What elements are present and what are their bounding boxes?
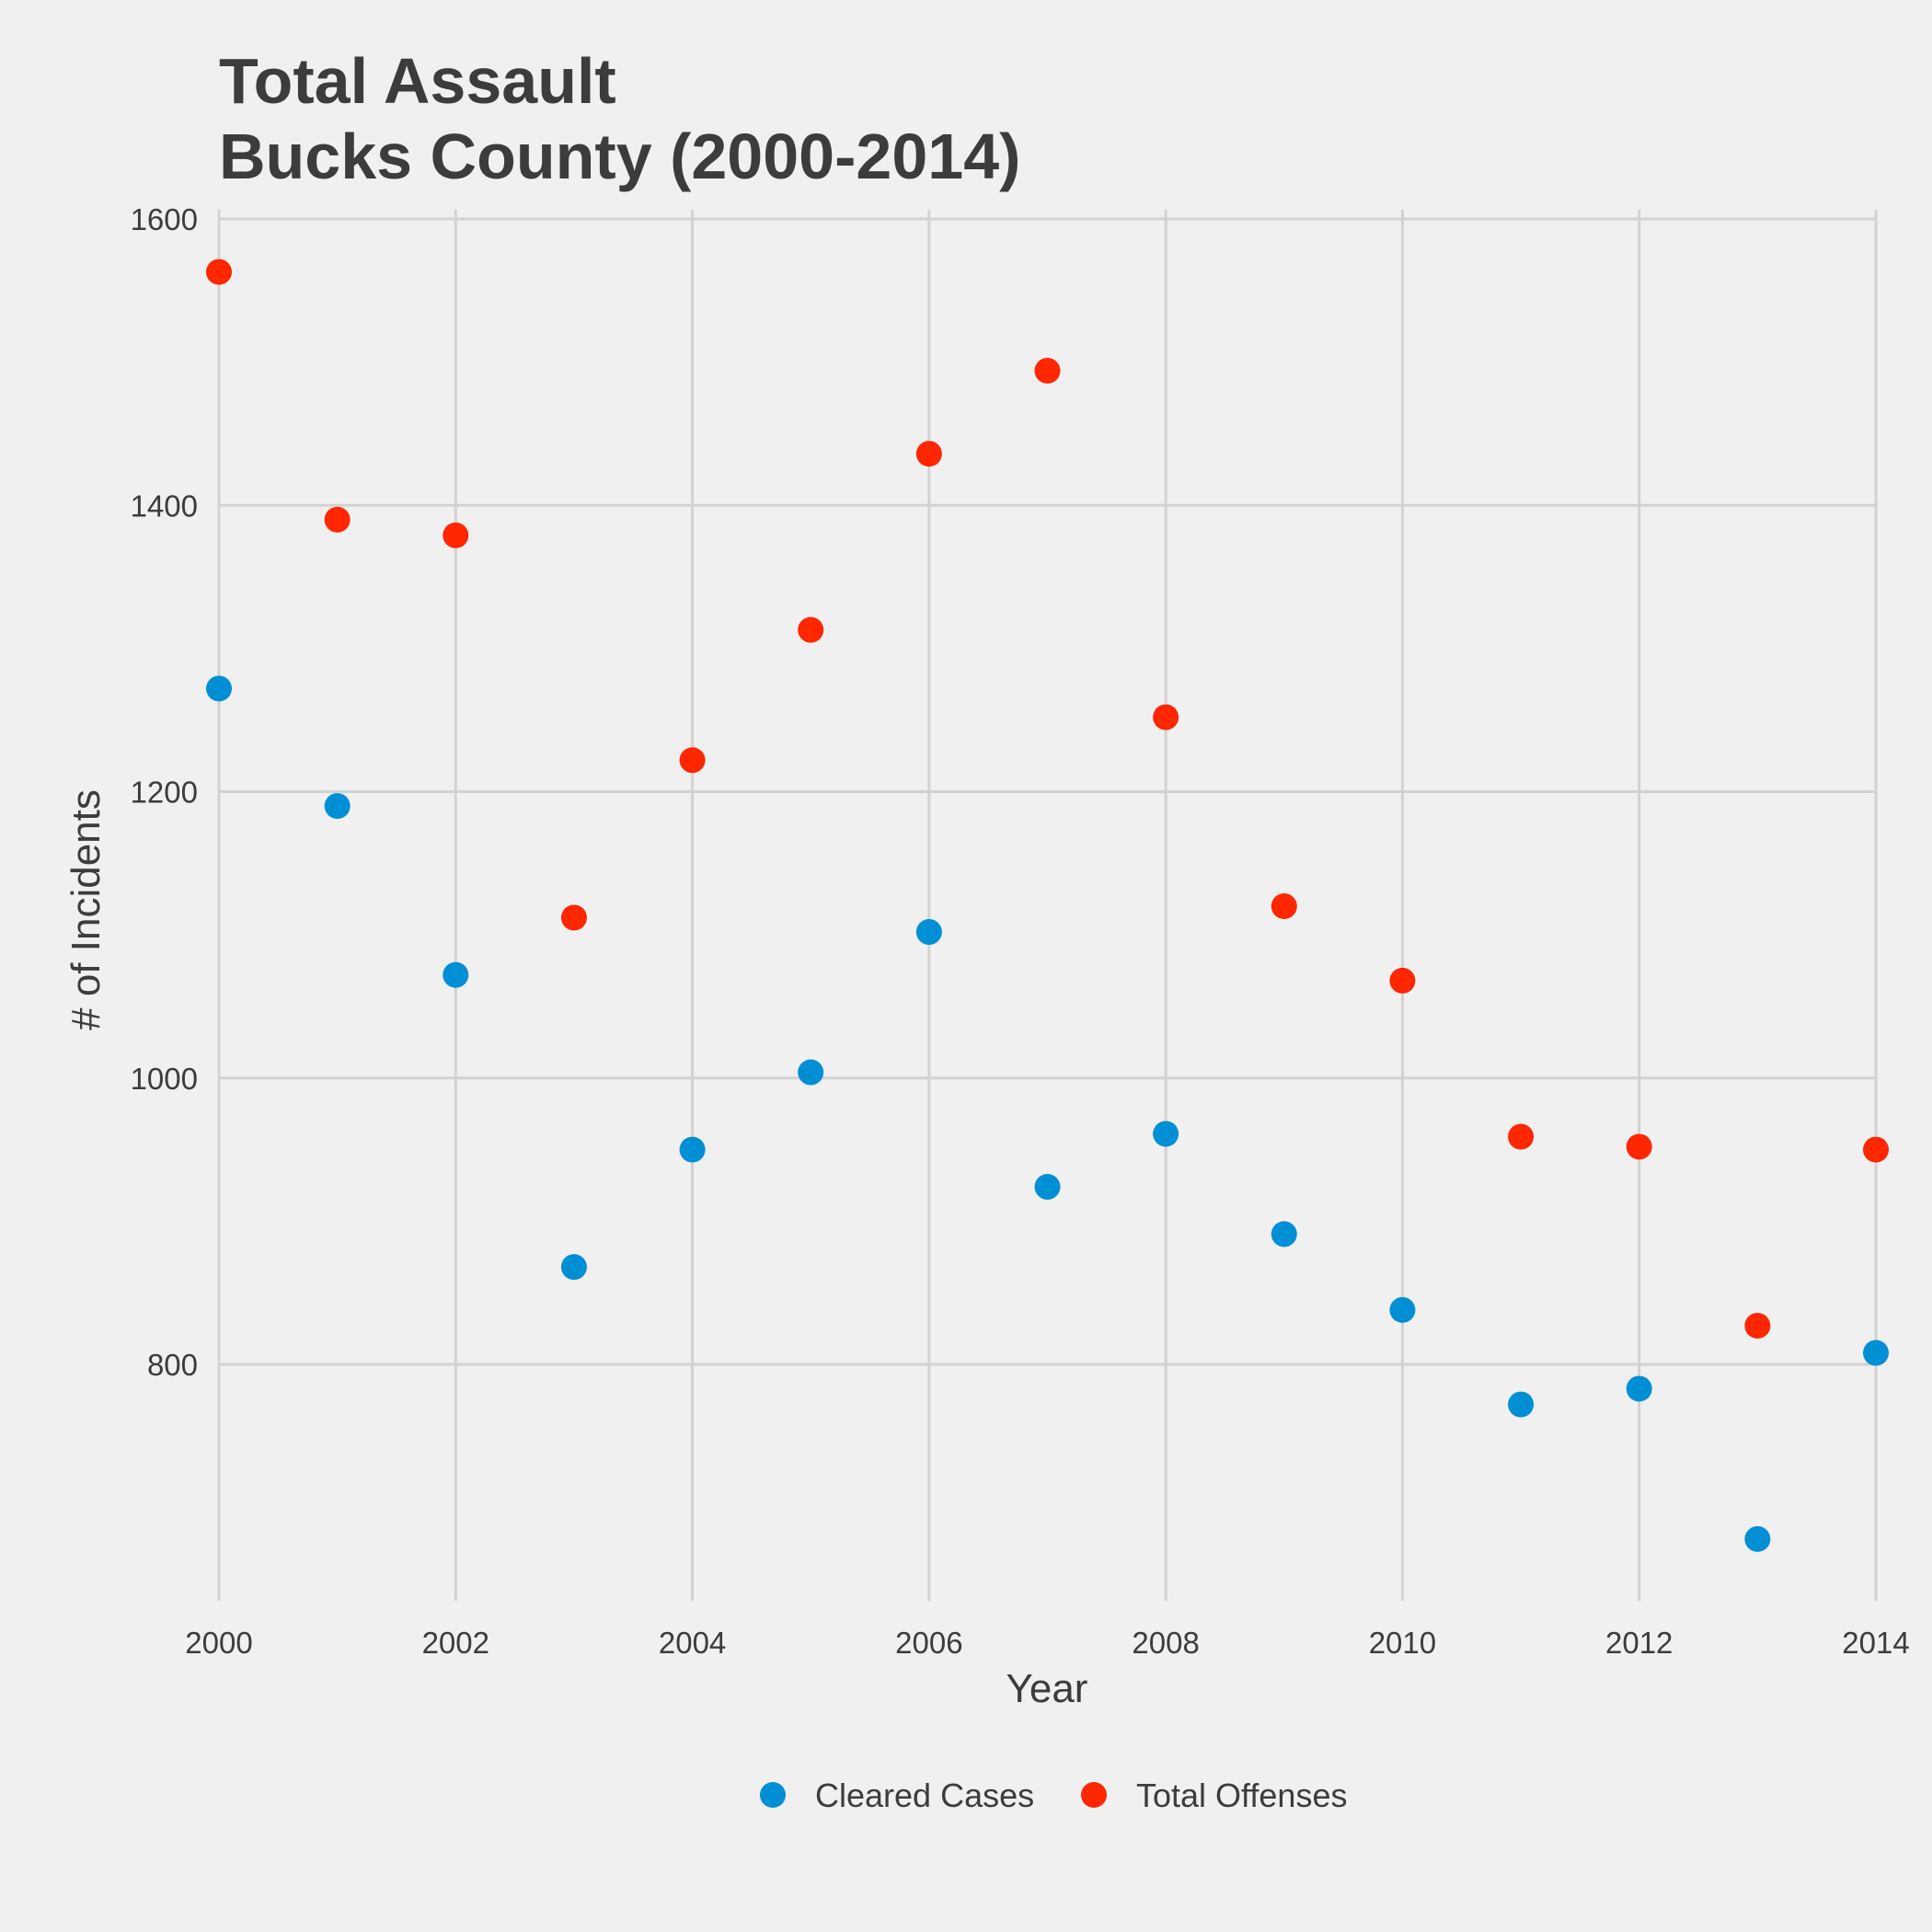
point-total-offenses-2009 xyxy=(1271,893,1297,919)
point-total-offenses-2000 xyxy=(206,259,232,285)
point-cleared-cases-2010 xyxy=(1389,1296,1416,1323)
point-cleared-cases-2012 xyxy=(1626,1375,1652,1402)
y-gridlines xyxy=(219,217,1876,1366)
y-tick-label-1600: 1600 xyxy=(131,202,198,236)
point-total-offenses-2008 xyxy=(1153,704,1179,730)
point-total-offenses-2010 xyxy=(1389,967,1416,994)
point-cleared-cases-2003 xyxy=(560,1254,587,1281)
y-tick-label-1400: 1400 xyxy=(131,489,198,523)
x-tick-label-2010: 2010 xyxy=(1369,1626,1436,1660)
point-cleared-cases-2005 xyxy=(798,1059,824,1086)
chart-title: Total Assault xyxy=(219,45,616,117)
point-total-offenses-2006 xyxy=(915,441,942,467)
point-total-offenses-2014 xyxy=(1863,1136,1889,1163)
point-total-offenses-2002 xyxy=(443,522,469,548)
y-tick-label-800: 800 xyxy=(147,1348,198,1382)
point-total-offenses-2012 xyxy=(1626,1133,1652,1160)
point-total-offenses-2007 xyxy=(1034,357,1061,384)
y-tick-label-1200: 1200 xyxy=(131,776,198,810)
legend: Cleared Cases Total Offenses xyxy=(760,1777,1347,1814)
y-axis-label: # of Incidents xyxy=(63,789,109,1030)
x-tick-label-2008: 2008 xyxy=(1132,1626,1199,1660)
point-total-offenses-2003 xyxy=(560,904,587,931)
legend-label-total-offenses: Total Offenses xyxy=(1136,1777,1347,1814)
point-total-offenses-2001 xyxy=(324,506,351,533)
point-cleared-cases-2009 xyxy=(1271,1221,1297,1248)
x-tick-label-2004: 2004 xyxy=(659,1626,726,1660)
x-tick-label-2012: 2012 xyxy=(1605,1626,1673,1660)
point-total-offenses-2013 xyxy=(1744,1312,1771,1339)
point-cleared-cases-2014 xyxy=(1863,1340,1889,1366)
point-cleared-cases-2011 xyxy=(1508,1391,1535,1418)
x-tick-label-2006: 2006 xyxy=(895,1626,962,1660)
point-cleared-cases-2001 xyxy=(324,793,351,820)
point-total-offenses-2004 xyxy=(679,747,706,774)
legend-marker-total-offenses xyxy=(1081,1782,1107,1808)
point-cleared-cases-2008 xyxy=(1153,1121,1179,1147)
x-axis-label: Year xyxy=(1006,1666,1088,1711)
x-tick-label-2002: 2002 xyxy=(422,1626,489,1660)
data-points xyxy=(206,259,1889,1552)
x-tick-label-2000: 2000 xyxy=(185,1626,252,1660)
point-cleared-cases-2002 xyxy=(443,961,469,988)
point-total-offenses-2011 xyxy=(1508,1123,1535,1150)
point-cleared-cases-2007 xyxy=(1034,1174,1061,1201)
x-tick-label-2014: 2014 xyxy=(1842,1626,1909,1660)
y-tick-label-1000: 1000 xyxy=(131,1062,198,1096)
point-cleared-cases-2013 xyxy=(1744,1525,1771,1552)
legend-label-cleared-cases: Cleared Cases xyxy=(815,1777,1034,1814)
chart-subtitle: Bucks County (2000-2014) xyxy=(219,121,1020,192)
y-tick-labels: 800 1000 1200 1400 1600 xyxy=(131,202,198,1382)
point-total-offenses-2005 xyxy=(798,616,824,643)
point-cleared-cases-2006 xyxy=(915,919,942,946)
point-cleared-cases-2004 xyxy=(679,1136,706,1163)
x-tick-labels: 2000 2002 2004 2006 2008 2010 2012 2014 xyxy=(185,1626,1909,1660)
legend-marker-cleared-cases xyxy=(760,1782,786,1808)
point-cleared-cases-2000 xyxy=(206,675,232,702)
